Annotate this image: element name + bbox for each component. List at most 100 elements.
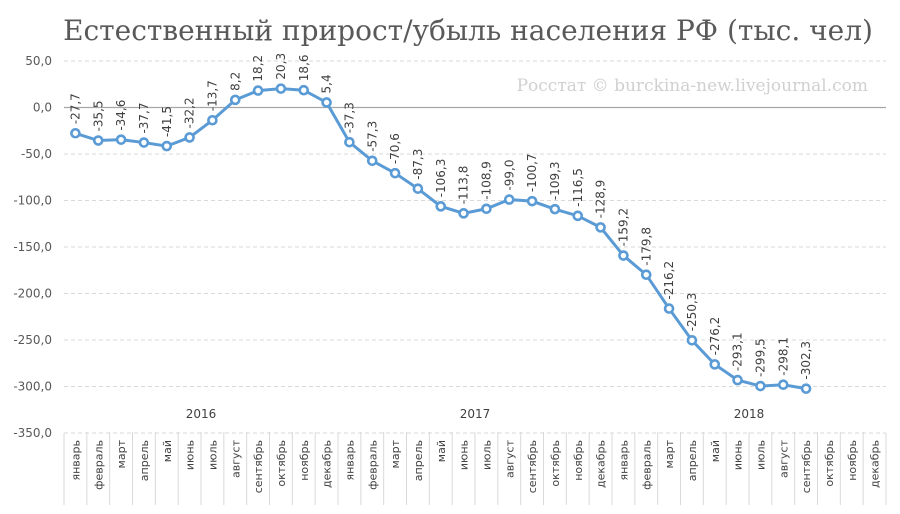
x-tick-label: январь xyxy=(69,440,82,481)
x-tick-label: август xyxy=(777,439,790,478)
x-tick-label: февраль xyxy=(92,440,105,490)
x-tick-label: март xyxy=(389,439,402,468)
x-tick-label: март xyxy=(115,439,128,468)
data-label: -299,5 xyxy=(753,338,767,377)
data-point xyxy=(389,167,401,179)
data-point xyxy=(344,136,355,148)
x-tick-label: октябрь xyxy=(823,440,836,487)
data-point xyxy=(184,132,195,143)
x-tick-label: май xyxy=(709,440,722,462)
x-tick-label: май xyxy=(161,440,174,462)
data-label: -128,9 xyxy=(594,180,608,219)
x-tick-label: октябрь xyxy=(275,440,288,487)
data-label: -113,8 xyxy=(457,166,471,205)
x-tick-label: июнь xyxy=(458,440,471,470)
x-tick-label: октябрь xyxy=(549,440,562,487)
data-label: -179,8 xyxy=(639,227,653,266)
x-tick-label: июль xyxy=(480,440,493,470)
x-tick-label: декабрь xyxy=(869,440,882,488)
data-label: -250,3 xyxy=(685,293,699,332)
data-point xyxy=(663,303,675,314)
y-tick-label: -250,0 xyxy=(13,333,52,347)
data-label: 8,2 xyxy=(228,72,242,91)
y-tick-label: -150,0 xyxy=(13,240,52,254)
chart-title: Естественный прирост/убыль населения РФ … xyxy=(63,14,873,47)
data-point xyxy=(435,201,447,212)
data-point xyxy=(321,97,332,108)
x-tick-label: ноябрь xyxy=(298,440,311,481)
data-point xyxy=(229,94,241,106)
data-label: 5,4 xyxy=(320,74,334,93)
data-label: -41,5 xyxy=(160,106,174,137)
x-tick-label: июнь xyxy=(184,440,197,470)
x-tick-label: май xyxy=(435,440,448,462)
data-label: -70,6 xyxy=(388,133,402,164)
data-label: -99,0 xyxy=(502,160,516,191)
x-tick-label: сентябрь xyxy=(800,440,813,493)
data-label: -106,3 xyxy=(434,159,448,198)
data-label: -13,7 xyxy=(205,80,219,111)
y-tick-label: -200,0 xyxy=(13,287,52,301)
year-label: 2018 xyxy=(734,407,765,421)
x-tick-label: апрель xyxy=(412,440,425,481)
series-line xyxy=(74,87,807,391)
x-tick-label: январь xyxy=(617,440,630,481)
data-label: -293,1 xyxy=(731,332,745,371)
data-point xyxy=(572,210,584,222)
data-label: -302,3 xyxy=(799,341,813,380)
data-point xyxy=(275,83,287,94)
data-point xyxy=(481,203,492,215)
data-label: -27,7 xyxy=(68,93,82,124)
y-tick-label: -300,0 xyxy=(13,380,52,394)
data-point xyxy=(70,127,81,139)
y-tick-label: -100,0 xyxy=(13,194,52,208)
data-point xyxy=(412,183,424,194)
x-tick-label: февраль xyxy=(640,440,653,490)
data-point xyxy=(207,114,218,126)
data-point xyxy=(115,134,127,145)
x-tick-label: январь xyxy=(343,440,356,481)
series-layer xyxy=(70,83,812,394)
data-label: -34,6 xyxy=(114,100,128,131)
x-tick-label: июль xyxy=(754,440,767,470)
data-point xyxy=(526,195,538,207)
data-point xyxy=(138,137,150,148)
data-point xyxy=(595,222,606,233)
data-label: -109,3 xyxy=(548,161,562,200)
data-label: -37,3 xyxy=(342,102,356,133)
data-label: -298,1 xyxy=(776,337,790,376)
y-tick-label: 0,0 xyxy=(33,101,52,115)
x-tick-label: сентябрь xyxy=(252,440,265,493)
data-label: -57,3 xyxy=(365,121,379,152)
x-tick-label: апрель xyxy=(686,440,699,481)
data-point xyxy=(640,269,652,281)
data-label: -37,7 xyxy=(137,102,151,133)
data-label: -100,7 xyxy=(525,153,539,192)
x-tick-label: ноябрь xyxy=(846,440,859,481)
data-label: -108,9 xyxy=(479,161,493,200)
data-labels: -27,7 -35,5 -34,6 -37,7 -41,5 -32,2 -13,7 8,2 18… xyxy=(68,53,813,380)
x-tick-label: июнь xyxy=(732,440,745,470)
data-label: -35,5 xyxy=(91,100,105,131)
x-tick-label: март xyxy=(663,439,676,468)
data-label: -276,2 xyxy=(708,317,722,356)
chart-watermark: Росстат © burckina-new.livejournal.com xyxy=(517,76,868,96)
data-label: -116,5 xyxy=(571,168,585,207)
x-tick-label: август xyxy=(229,439,242,478)
data-label: -87,3 xyxy=(411,149,425,180)
data-label: -32,2 xyxy=(183,97,197,128)
data-point xyxy=(458,208,469,219)
data-point xyxy=(800,383,812,394)
data-point xyxy=(755,380,766,392)
x-tick-label: июль xyxy=(206,440,219,470)
x-tick-label: ноябрь xyxy=(572,440,585,481)
data-point xyxy=(366,155,378,167)
x-tick-label: февраль xyxy=(366,440,379,490)
x-tick-label: август xyxy=(503,439,516,478)
data-point xyxy=(732,374,743,386)
data-point xyxy=(618,250,629,261)
x-axis-categories: январь февраль март апрель май июнь июль август… xyxy=(63,407,887,505)
x-tick-label: апрель xyxy=(138,440,151,481)
data-point xyxy=(709,359,721,370)
